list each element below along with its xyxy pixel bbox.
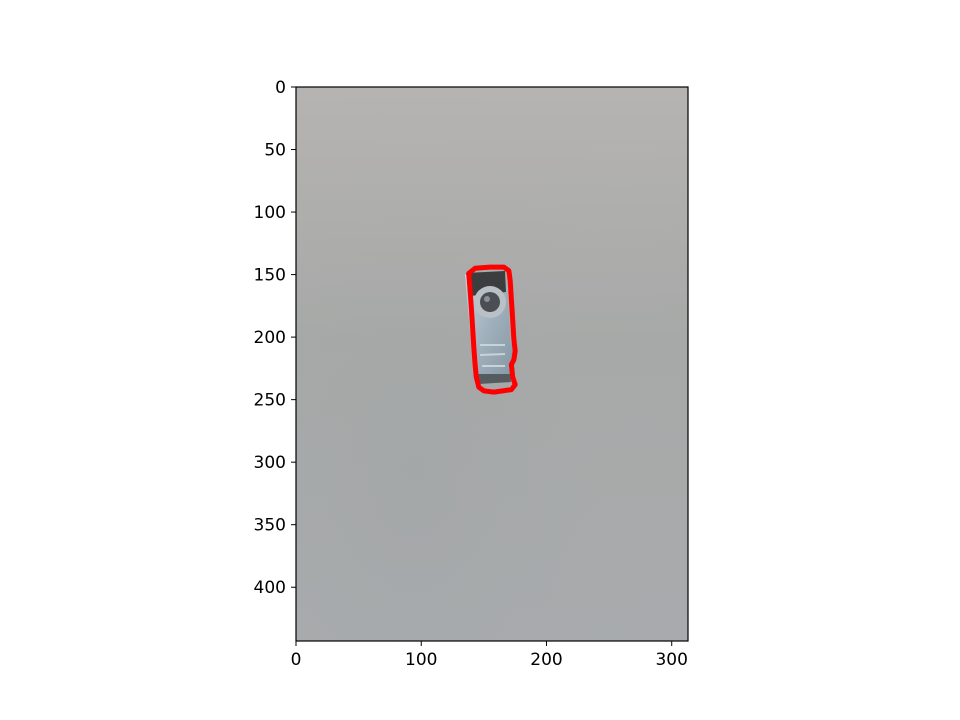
x-axis: 0 100 200 300 bbox=[291, 641, 688, 670]
photo-image bbox=[296, 87, 688, 641]
y-tick-label: 100 bbox=[254, 203, 286, 223]
x-tick-label: 200 bbox=[530, 650, 562, 670]
y-tick-label: 200 bbox=[254, 328, 286, 348]
y-tick-label: 50 bbox=[264, 141, 286, 161]
segmentation-contour bbox=[466, 264, 518, 395]
y-tick-label: 350 bbox=[254, 516, 286, 536]
hardware-bracket-icon bbox=[465, 271, 514, 384]
y-tick-label: 150 bbox=[254, 266, 286, 286]
y-tick-label: 0 bbox=[275, 78, 286, 98]
x-tick-label: 0 bbox=[291, 650, 302, 670]
y-tick-label: 250 bbox=[254, 391, 286, 411]
x-tick-label: 100 bbox=[405, 650, 437, 670]
y-axis: 0 50 100 150 200 250 300 350 400 bbox=[254, 78, 296, 598]
y-tick-label: 300 bbox=[254, 453, 286, 473]
y-tick-label: 400 bbox=[254, 578, 286, 598]
x-tick-label: 300 bbox=[655, 650, 687, 670]
axes-frame bbox=[295, 86, 689, 642]
